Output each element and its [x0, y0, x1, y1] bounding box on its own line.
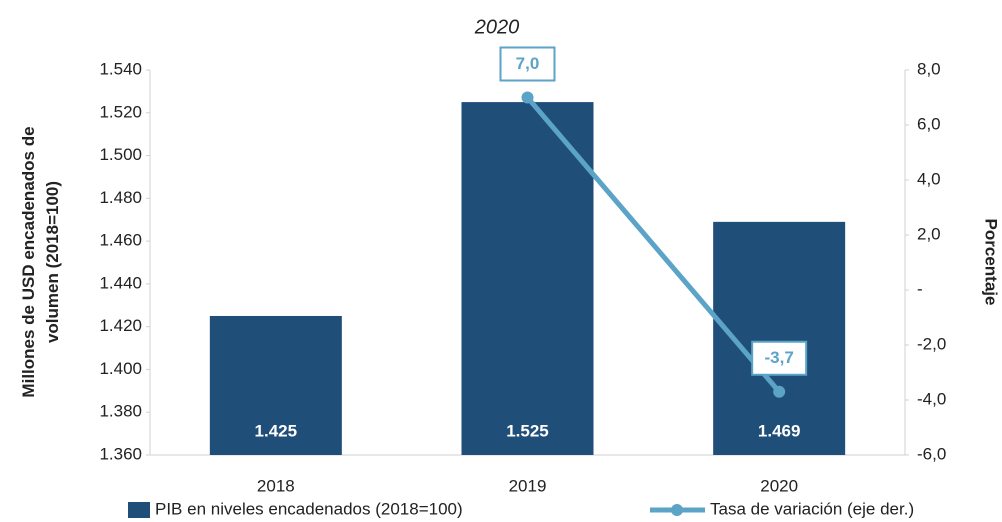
y-tick-label: 1.540 — [99, 59, 142, 78]
y-tick-label: 1.380 — [99, 402, 142, 421]
y2-tick-label: -2,0 — [917, 334, 946, 353]
line-point — [773, 385, 786, 398]
y2-axis-label: Porcentaje — [982, 219, 1001, 306]
y-tick-label: 1.400 — [99, 359, 142, 378]
line-value-label: -3,7 — [765, 348, 794, 367]
chart-title: 2020 — [474, 16, 520, 38]
y-tick-label: 1.460 — [99, 231, 142, 250]
line-point — [521, 91, 534, 104]
y-tick-label: 1.500 — [99, 145, 142, 164]
bar — [209, 315, 342, 455]
y2-tick-label: - — [917, 279, 923, 298]
value-label-box — [499, 46, 556, 82]
x-tick-label: 2018 — [257, 476, 295, 495]
legend-swatch — [128, 502, 150, 518]
y-tick-label: 1.480 — [99, 188, 142, 207]
value-label-box — [751, 340, 808, 376]
x-tick-label: 2019 — [509, 476, 547, 495]
y2-tick-label: 8,0 — [917, 59, 941, 78]
y2-tick-label: 6,0 — [917, 114, 941, 133]
y2-tick-label: 2,0 — [917, 224, 941, 243]
y2-tick-label: -4,0 — [917, 389, 946, 408]
y-tick-label: 1.440 — [99, 273, 142, 292]
line — [525, 95, 782, 394]
y-axis-label: Millones de USD encadenados de volumen (2… — [19, 126, 62, 397]
legend-label: PIB en niveles encadenados (2018=100) — [155, 499, 463, 518]
line-value-label: 7,0 — [516, 54, 540, 73]
y2-tick-label: 4,0 — [917, 169, 941, 188]
bar — [461, 102, 594, 455]
legend-label: Tasa de variación (eje der.) — [710, 499, 914, 518]
bar-value-label: 1.525 — [506, 421, 549, 440]
y-tick-label: 1.360 — [99, 444, 142, 463]
legend-swatch-point — [671, 504, 683, 516]
x-tick-label: 2020 — [760, 476, 798, 495]
y2-tick-label: -6,0 — [917, 444, 946, 463]
bar-value-label: 1.469 — [758, 421, 801, 440]
bar-value-label: 1.425 — [255, 421, 298, 440]
y-tick-label: 1.520 — [99, 102, 142, 121]
y-tick-label: 1.420 — [99, 316, 142, 335]
